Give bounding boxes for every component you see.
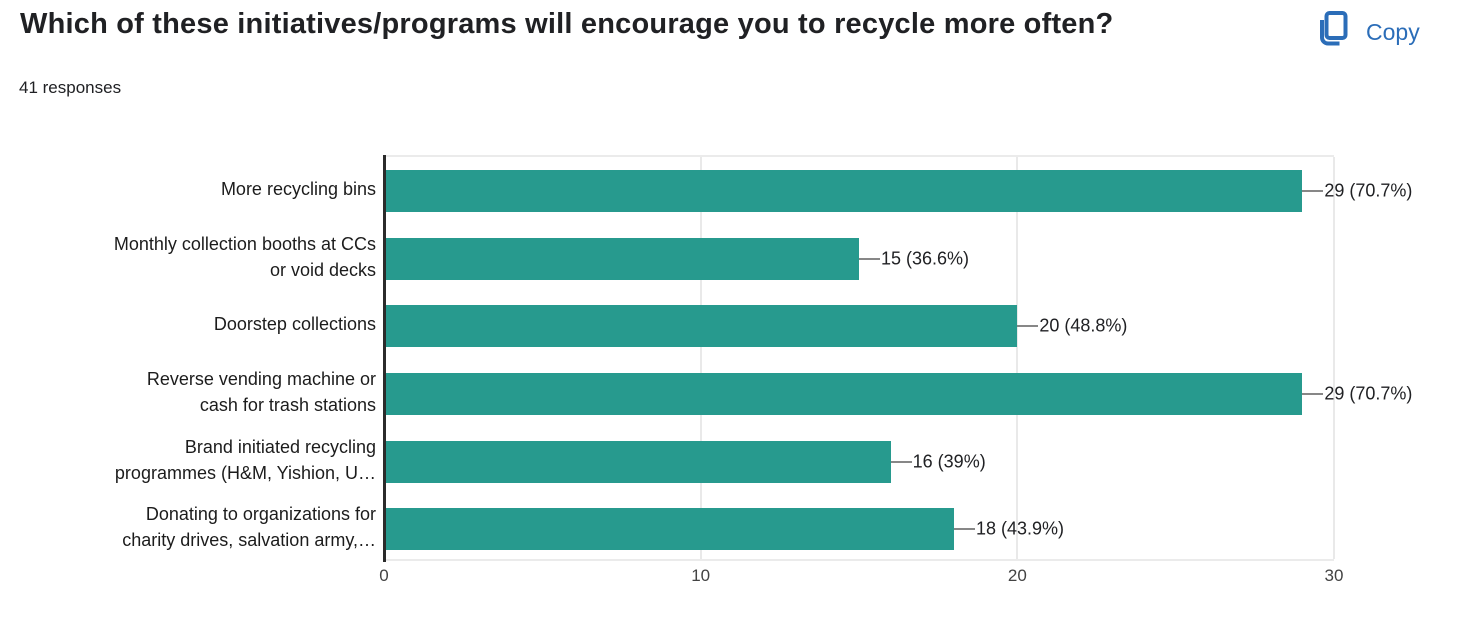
- value-label: 20 (48.8%): [1039, 315, 1128, 336]
- x-tick-label: 30: [1324, 566, 1344, 585]
- question-title: Which of these initiatives/programs will…: [20, 8, 1114, 40]
- value-connector-line: [1302, 189, 1324, 192]
- x-axis-ticks: 0 10 20 30: [0, 566, 1474, 590]
- value-label: 18 (43.9%): [976, 518, 1065, 539]
- gridline: [699, 157, 702, 559]
- value-label: 16 (39%): [912, 451, 986, 471]
- gridline: [1333, 157, 1335, 559]
- bar: [384, 169, 1303, 212]
- x-tick-label: 0: [379, 566, 389, 585]
- category-label: Doorstep collections: [213, 314, 376, 335]
- value-connector-line: [1017, 325, 1039, 328]
- bar: [384, 372, 1303, 415]
- copy-button[interactable]: Copy: [1316, 10, 1420, 55]
- category-label: Donating to organizations for charity dr…: [122, 504, 376, 551]
- category-label: Reverse vending machine or cash for tras…: [146, 368, 376, 415]
- copy-icon: [1316, 10, 1349, 55]
- bar: [384, 305, 1018, 348]
- x-tick-label: 10: [691, 566, 711, 585]
- value-connector-line: [954, 528, 975, 531]
- bar: [384, 237, 859, 280]
- category-label: Monthly collection booths at CCs or void…: [113, 233, 376, 280]
- copy-label: Copy: [1366, 19, 1420, 45]
- value-connector-line: [890, 460, 912, 463]
- category-label: More recycling bins: [220, 178, 376, 199]
- category-label: Brand initiated recycling programmes (H&…: [114, 436, 376, 483]
- responses-count: 41 responses: [19, 78, 122, 97]
- bar: [384, 440, 891, 483]
- x-tick-label: 20: [1007, 566, 1027, 585]
- value-label: 29 (70.7%): [1324, 180, 1413, 201]
- plot-area: 29 (70.7%) 15 (36.6%) 20 (48.8%) 29 (70.7%)…: [384, 155, 1412, 561]
- value-connector-line: [1302, 392, 1324, 395]
- gridline: [1016, 157, 1019, 559]
- value-label: 15 (36.6%): [881, 248, 970, 268]
- bar: [384, 508, 954, 551]
- value-label: 29 (70.7%): [1324, 383, 1413, 404]
- value-connector-line: [859, 257, 880, 260]
- y-axis-line: [383, 155, 386, 562]
